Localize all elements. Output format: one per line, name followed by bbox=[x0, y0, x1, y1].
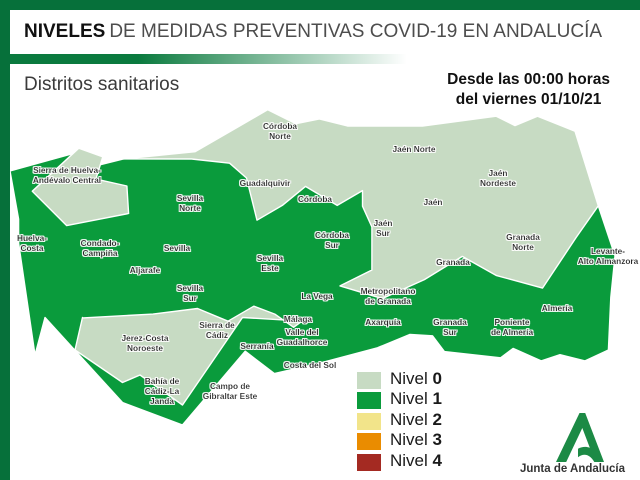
svg-text:de Granada: de Granada bbox=[365, 296, 411, 306]
svg-text:Huelva-: Huelva- bbox=[17, 233, 47, 243]
svg-text:Campo de: Campo de bbox=[210, 381, 250, 391]
svg-text:Bahía de: Bahía de bbox=[145, 376, 180, 386]
svg-text:Jaén: Jaén bbox=[424, 197, 443, 207]
svg-text:Granada: Granada bbox=[506, 232, 540, 242]
svg-text:Sur: Sur bbox=[443, 327, 458, 337]
svg-text:Nordeste: Nordeste bbox=[480, 178, 516, 188]
svg-text:Córdoba: Córdoba bbox=[298, 194, 332, 204]
svg-text:Córdoba: Córdoba bbox=[315, 230, 349, 240]
svg-text:Serranía: Serranía bbox=[240, 341, 274, 351]
svg-text:Sierra de Huelva-: Sierra de Huelva- bbox=[33, 165, 101, 175]
svg-text:Cádiz-La: Cádiz-La bbox=[145, 386, 180, 396]
svg-text:Sur: Sur bbox=[376, 228, 391, 238]
svg-text:Metropolitano: Metropolitano bbox=[361, 286, 416, 296]
svg-text:Este: Este bbox=[261, 263, 279, 273]
svg-text:Jerez-Costa: Jerez-Costa bbox=[121, 333, 168, 343]
svg-text:Alto Almanzora: Alto Almanzora bbox=[578, 256, 639, 266]
svg-text:Valle del: Valle del bbox=[285, 327, 318, 337]
svg-text:Guadalhorce: Guadalhorce bbox=[277, 337, 328, 347]
svg-text:Norte: Norte bbox=[269, 131, 291, 141]
svg-text:Sevilla: Sevilla bbox=[177, 193, 204, 203]
svg-text:Janda: Janda bbox=[150, 396, 174, 406]
svg-text:Aljarafe: Aljarafe bbox=[130, 265, 161, 275]
svg-text:Granada: Granada bbox=[436, 257, 470, 267]
svg-text:Sevilla: Sevilla bbox=[177, 283, 204, 293]
svg-text:Costa del Sol: Costa del Sol bbox=[284, 360, 337, 370]
svg-text:Jaén Norte: Jaén Norte bbox=[393, 144, 436, 154]
svg-text:Norte: Norte bbox=[179, 203, 201, 213]
svg-text:Axarquía: Axarquía bbox=[365, 317, 401, 327]
svg-text:Guadalquivir: Guadalquivir bbox=[240, 178, 291, 188]
svg-text:Costa: Costa bbox=[20, 243, 43, 253]
svg-text:Sur: Sur bbox=[325, 240, 340, 250]
svg-text:Córdoba: Córdoba bbox=[263, 121, 297, 131]
svg-text:La Vega: La Vega bbox=[301, 291, 333, 301]
svg-text:Cádiz: Cádiz bbox=[206, 330, 228, 340]
svg-text:Sevilla: Sevilla bbox=[164, 243, 191, 253]
svg-text:Sevilla: Sevilla bbox=[257, 253, 284, 263]
svg-text:Málaga: Málaga bbox=[284, 314, 313, 324]
svg-text:de Almería: de Almería bbox=[491, 327, 534, 337]
svg-text:Levante-: Levante- bbox=[591, 246, 625, 256]
svg-text:Sur: Sur bbox=[183, 293, 198, 303]
svg-text:Norte: Norte bbox=[512, 242, 534, 252]
svg-text:Andévalo Central: Andévalo Central bbox=[33, 175, 101, 185]
svg-text:Condado-: Condado- bbox=[81, 238, 120, 248]
svg-text:Campiña: Campiña bbox=[82, 248, 117, 258]
svg-text:Jaén: Jaén bbox=[489, 168, 508, 178]
svg-text:Gibraltar Este: Gibraltar Este bbox=[203, 391, 258, 401]
svg-text:Poniente: Poniente bbox=[494, 317, 529, 327]
svg-text:Almería: Almería bbox=[542, 303, 573, 313]
svg-text:Sierra de: Sierra de bbox=[199, 320, 235, 330]
svg-text:Granada: Granada bbox=[433, 317, 467, 327]
svg-text:Noroeste: Noroeste bbox=[127, 343, 163, 353]
svg-text:Jaén: Jaén bbox=[374, 218, 393, 228]
